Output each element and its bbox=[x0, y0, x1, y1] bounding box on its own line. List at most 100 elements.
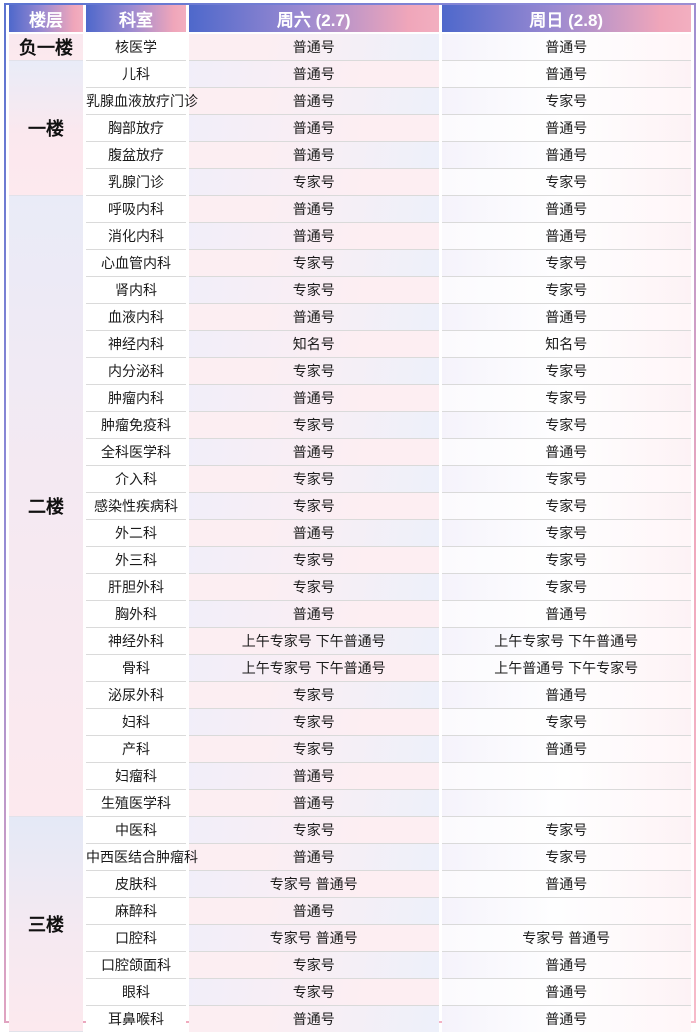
table-row: 乳腺血液放疗门诊普通号专家号 bbox=[9, 88, 691, 115]
saturday-cell: 普通号 bbox=[189, 34, 439, 61]
sunday-cell: 普通号 bbox=[442, 142, 692, 169]
department-cell: 内分泌科 bbox=[86, 358, 186, 385]
department-cell: 口腔科 bbox=[86, 925, 186, 952]
table-row: 泌尿外科专家号普通号 bbox=[9, 682, 691, 709]
sunday-cell: 专家号 bbox=[442, 520, 692, 547]
table-row: 骨科上午专家号 下午普通号上午普通号 下午专家号 bbox=[9, 655, 691, 682]
table-row: 妇科专家号专家号 bbox=[9, 709, 691, 736]
table-row: 眼科专家号普通号 bbox=[9, 979, 691, 1006]
saturday-cell: 专家号 bbox=[189, 574, 439, 601]
saturday-cell: 专家号 bbox=[189, 493, 439, 520]
sunday-cell: 专家号 bbox=[442, 277, 692, 304]
saturday-cell: 普通号 bbox=[189, 1006, 439, 1032]
saturday-cell: 专家号 bbox=[189, 358, 439, 385]
table-row: 耳鼻喉科普通号普通号 bbox=[9, 1006, 691, 1032]
saturday-cell: 普通号 bbox=[189, 88, 439, 115]
column-header-floor: 楼层 bbox=[9, 5, 83, 34]
sunday-cell: 上午专家号 下午普通号 bbox=[442, 628, 692, 655]
sunday-cell: 专家号 bbox=[442, 574, 692, 601]
table-row: 负一楼核医学普通号普通号 bbox=[9, 34, 691, 61]
table-row: 口腔颌面科专家号普通号 bbox=[9, 952, 691, 979]
department-cell: 麻醉科 bbox=[86, 898, 186, 925]
table-row: 妇瘤科普通号 bbox=[9, 763, 691, 790]
department-cell: 眼科 bbox=[86, 979, 186, 1006]
table-row: 生殖医学科普通号 bbox=[9, 790, 691, 817]
sunday-cell: 上午普通号 下午专家号 bbox=[442, 655, 692, 682]
table-row: 乳腺门诊专家号专家号 bbox=[9, 169, 691, 196]
saturday-cell: 专家号 普通号 bbox=[189, 925, 439, 952]
table-row: 外三科专家号专家号 bbox=[9, 547, 691, 574]
saturday-cell: 专家号 bbox=[189, 169, 439, 196]
table-row: 胸外科普通号普通号 bbox=[9, 601, 691, 628]
department-cell: 胸外科 bbox=[86, 601, 186, 628]
table-row: 神经外科上午专家号 下午普通号上午专家号 下午普通号 bbox=[9, 628, 691, 655]
sunday-cell bbox=[442, 898, 692, 925]
saturday-cell: 专家号 bbox=[189, 682, 439, 709]
table-row: 血液内科普通号普通号 bbox=[9, 304, 691, 331]
department-cell: 全科医学科 bbox=[86, 439, 186, 466]
schedule-body: 负一楼核医学普通号普通号一楼儿科普通号普通号乳腺血液放疗门诊普通号专家号胸部放疗… bbox=[9, 34, 691, 1032]
saturday-cell: 专家号 bbox=[189, 277, 439, 304]
saturday-cell: 普通号 bbox=[189, 61, 439, 88]
saturday-cell: 普通号 bbox=[189, 115, 439, 142]
department-cell: 骨科 bbox=[86, 655, 186, 682]
department-cell: 生殖医学科 bbox=[86, 790, 186, 817]
saturday-cell: 普通号 bbox=[189, 439, 439, 466]
department-cell: 核医学 bbox=[86, 34, 186, 61]
table-row: 感染性疾病科专家号专家号 bbox=[9, 493, 691, 520]
table-row: 腹盆放疗普通号普通号 bbox=[9, 142, 691, 169]
saturday-cell: 普通号 bbox=[189, 304, 439, 331]
floor-cell: 三楼 bbox=[9, 817, 83, 1032]
department-cell: 中医科 bbox=[86, 817, 186, 844]
sunday-cell: 知名号 bbox=[442, 331, 692, 358]
sunday-cell: 普通号 bbox=[442, 223, 692, 250]
saturday-cell: 专家号 bbox=[189, 979, 439, 1006]
sunday-cell: 普通号 bbox=[442, 871, 692, 898]
table-row: 胸部放疗普通号普通号 bbox=[9, 115, 691, 142]
table-row: 皮肤科专家号 普通号普通号 bbox=[9, 871, 691, 898]
department-cell: 神经内科 bbox=[86, 331, 186, 358]
sunday-cell: 专家号 bbox=[442, 709, 692, 736]
table-row: 肝胆外科专家号专家号 bbox=[9, 574, 691, 601]
sunday-cell: 专家号 bbox=[442, 493, 692, 520]
department-cell: 乳腺门诊 bbox=[86, 169, 186, 196]
sunday-cell: 普通号 bbox=[442, 61, 692, 88]
sunday-cell: 普通号 bbox=[442, 601, 692, 628]
sunday-cell: 专家号 bbox=[442, 358, 692, 385]
saturday-cell: 专家号 bbox=[189, 952, 439, 979]
department-cell: 产科 bbox=[86, 736, 186, 763]
sunday-cell: 普通号 bbox=[442, 34, 692, 61]
table-row: 口腔科专家号 普通号专家号 普通号 bbox=[9, 925, 691, 952]
department-cell: 外二科 bbox=[86, 520, 186, 547]
saturday-cell: 普通号 bbox=[189, 763, 439, 790]
department-cell: 乳腺血液放疗门诊 bbox=[86, 88, 186, 115]
table-row: 外二科普通号专家号 bbox=[9, 520, 691, 547]
department-cell: 感染性疾病科 bbox=[86, 493, 186, 520]
header-row: 楼层 科室 周六 (2.7) 周日 (2.8) bbox=[9, 5, 691, 34]
saturday-cell: 上午专家号 下午普通号 bbox=[189, 655, 439, 682]
table-row: 神经内科知名号知名号 bbox=[9, 331, 691, 358]
sunday-cell: 专家号 bbox=[442, 169, 692, 196]
sunday-cell: 普通号 bbox=[442, 439, 692, 466]
saturday-cell: 专家号 普通号 bbox=[189, 871, 439, 898]
department-cell: 胸部放疗 bbox=[86, 115, 186, 142]
table-row: 肿瘤内科普通号专家号 bbox=[9, 385, 691, 412]
saturday-cell: 专家号 bbox=[189, 817, 439, 844]
saturday-cell: 普通号 bbox=[189, 790, 439, 817]
table-row: 一楼儿科普通号普通号 bbox=[9, 61, 691, 88]
department-cell: 消化内科 bbox=[86, 223, 186, 250]
sunday-cell: 专家号 bbox=[442, 250, 692, 277]
sunday-cell: 普通号 bbox=[442, 115, 692, 142]
department-cell: 介入科 bbox=[86, 466, 186, 493]
table-row: 二楼呼吸内科普通号普通号 bbox=[9, 196, 691, 223]
saturday-cell: 普通号 bbox=[189, 601, 439, 628]
department-cell: 呼吸内科 bbox=[86, 196, 186, 223]
sunday-cell: 专家号 bbox=[442, 88, 692, 115]
saturday-cell: 专家号 bbox=[189, 412, 439, 439]
table-row: 三楼中医科专家号专家号 bbox=[9, 817, 691, 844]
table-row: 肿瘤免疫科专家号专家号 bbox=[9, 412, 691, 439]
column-header-sunday: 周日 (2.8) bbox=[442, 5, 692, 34]
sunday-cell: 普通号 bbox=[442, 682, 692, 709]
sunday-cell: 普通号 bbox=[442, 196, 692, 223]
department-cell: 妇瘤科 bbox=[86, 763, 186, 790]
